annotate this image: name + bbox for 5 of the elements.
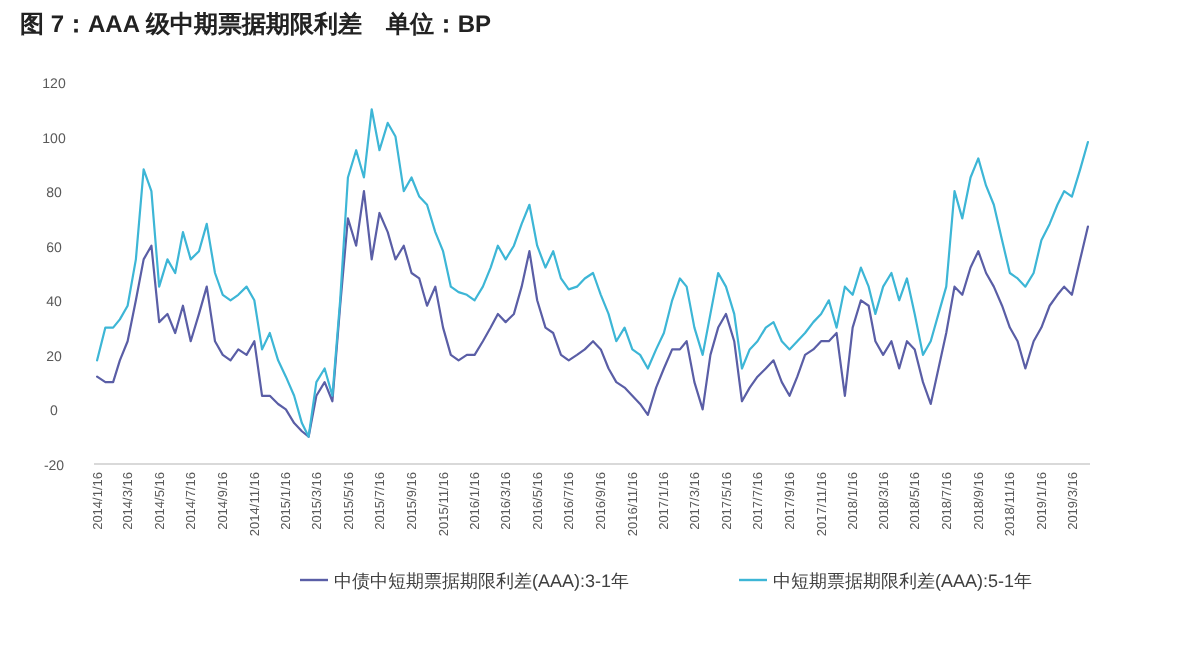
line-series <box>96 190 1090 438</box>
chart-title: 图 7：AAA 级中期票据期限利差 单位：BP <box>20 10 492 38</box>
line-series <box>96 108 1090 438</box>
legend-label: 中债中短期票据期限利差(AAA):3-1年 <box>334 571 630 591</box>
legend-label: 中短期票据期限利差(AAA):5-1年 <box>773 571 1033 591</box>
